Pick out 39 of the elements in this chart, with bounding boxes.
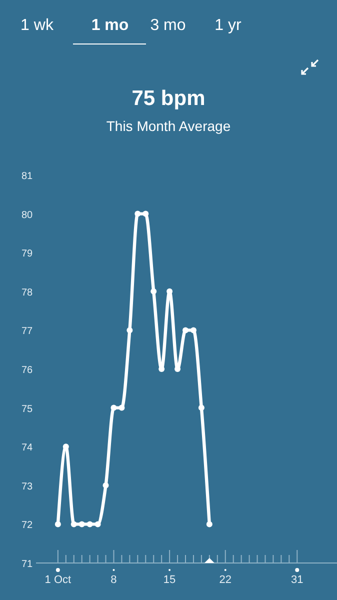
point bbox=[54, 521, 61, 528]
y-tick-label: 80 bbox=[21, 210, 33, 221]
point bbox=[150, 288, 157, 294]
y-tick-label: 78 bbox=[21, 287, 33, 298]
y-tick-label: 81 bbox=[21, 171, 33, 182]
chart-subtitle: This Month Average bbox=[106, 118, 231, 134]
point bbox=[206, 521, 212, 528]
y-tick-label: 74 bbox=[21, 442, 33, 454]
point bbox=[86, 521, 93, 528]
text: 1 mo bbox=[91, 17, 129, 34]
x-tick-label: 31 bbox=[291, 574, 304, 586]
y-tick-label: 77 bbox=[21, 326, 33, 338]
y-tick-label: 79 bbox=[21, 248, 33, 260]
y-tick-label: 72 bbox=[21, 520, 33, 532]
point bbox=[118, 404, 125, 411]
point bbox=[110, 404, 117, 411]
point bbox=[126, 327, 133, 334]
point bbox=[94, 521, 101, 528]
x-tick-label: 8 bbox=[110, 574, 117, 586]
point bbox=[78, 521, 85, 528]
x-tick-label: 1 Oct bbox=[44, 574, 72, 586]
text: 1 yr bbox=[214, 17, 242, 34]
y-tick-label: 76 bbox=[21, 365, 33, 376]
y-tick-label: 75 bbox=[21, 404, 33, 415]
text: 3 mo bbox=[150, 17, 186, 34]
point bbox=[142, 210, 149, 217]
point bbox=[70, 521, 77, 528]
line-series bbox=[54, 210, 212, 528]
point bbox=[134, 210, 141, 217]
y-tick-label: 73 bbox=[21, 481, 33, 492]
text: 1 wk bbox=[20, 17, 54, 34]
chart-title: 75 bpm bbox=[132, 87, 206, 110]
y-tick-label: 71 bbox=[21, 559, 33, 570]
x-tick-label: 22 bbox=[219, 574, 232, 586]
point bbox=[190, 327, 196, 334]
point bbox=[102, 482, 109, 488]
x-tick-label: 15 bbox=[163, 574, 176, 586]
point bbox=[182, 327, 189, 334]
point bbox=[198, 404, 204, 411]
